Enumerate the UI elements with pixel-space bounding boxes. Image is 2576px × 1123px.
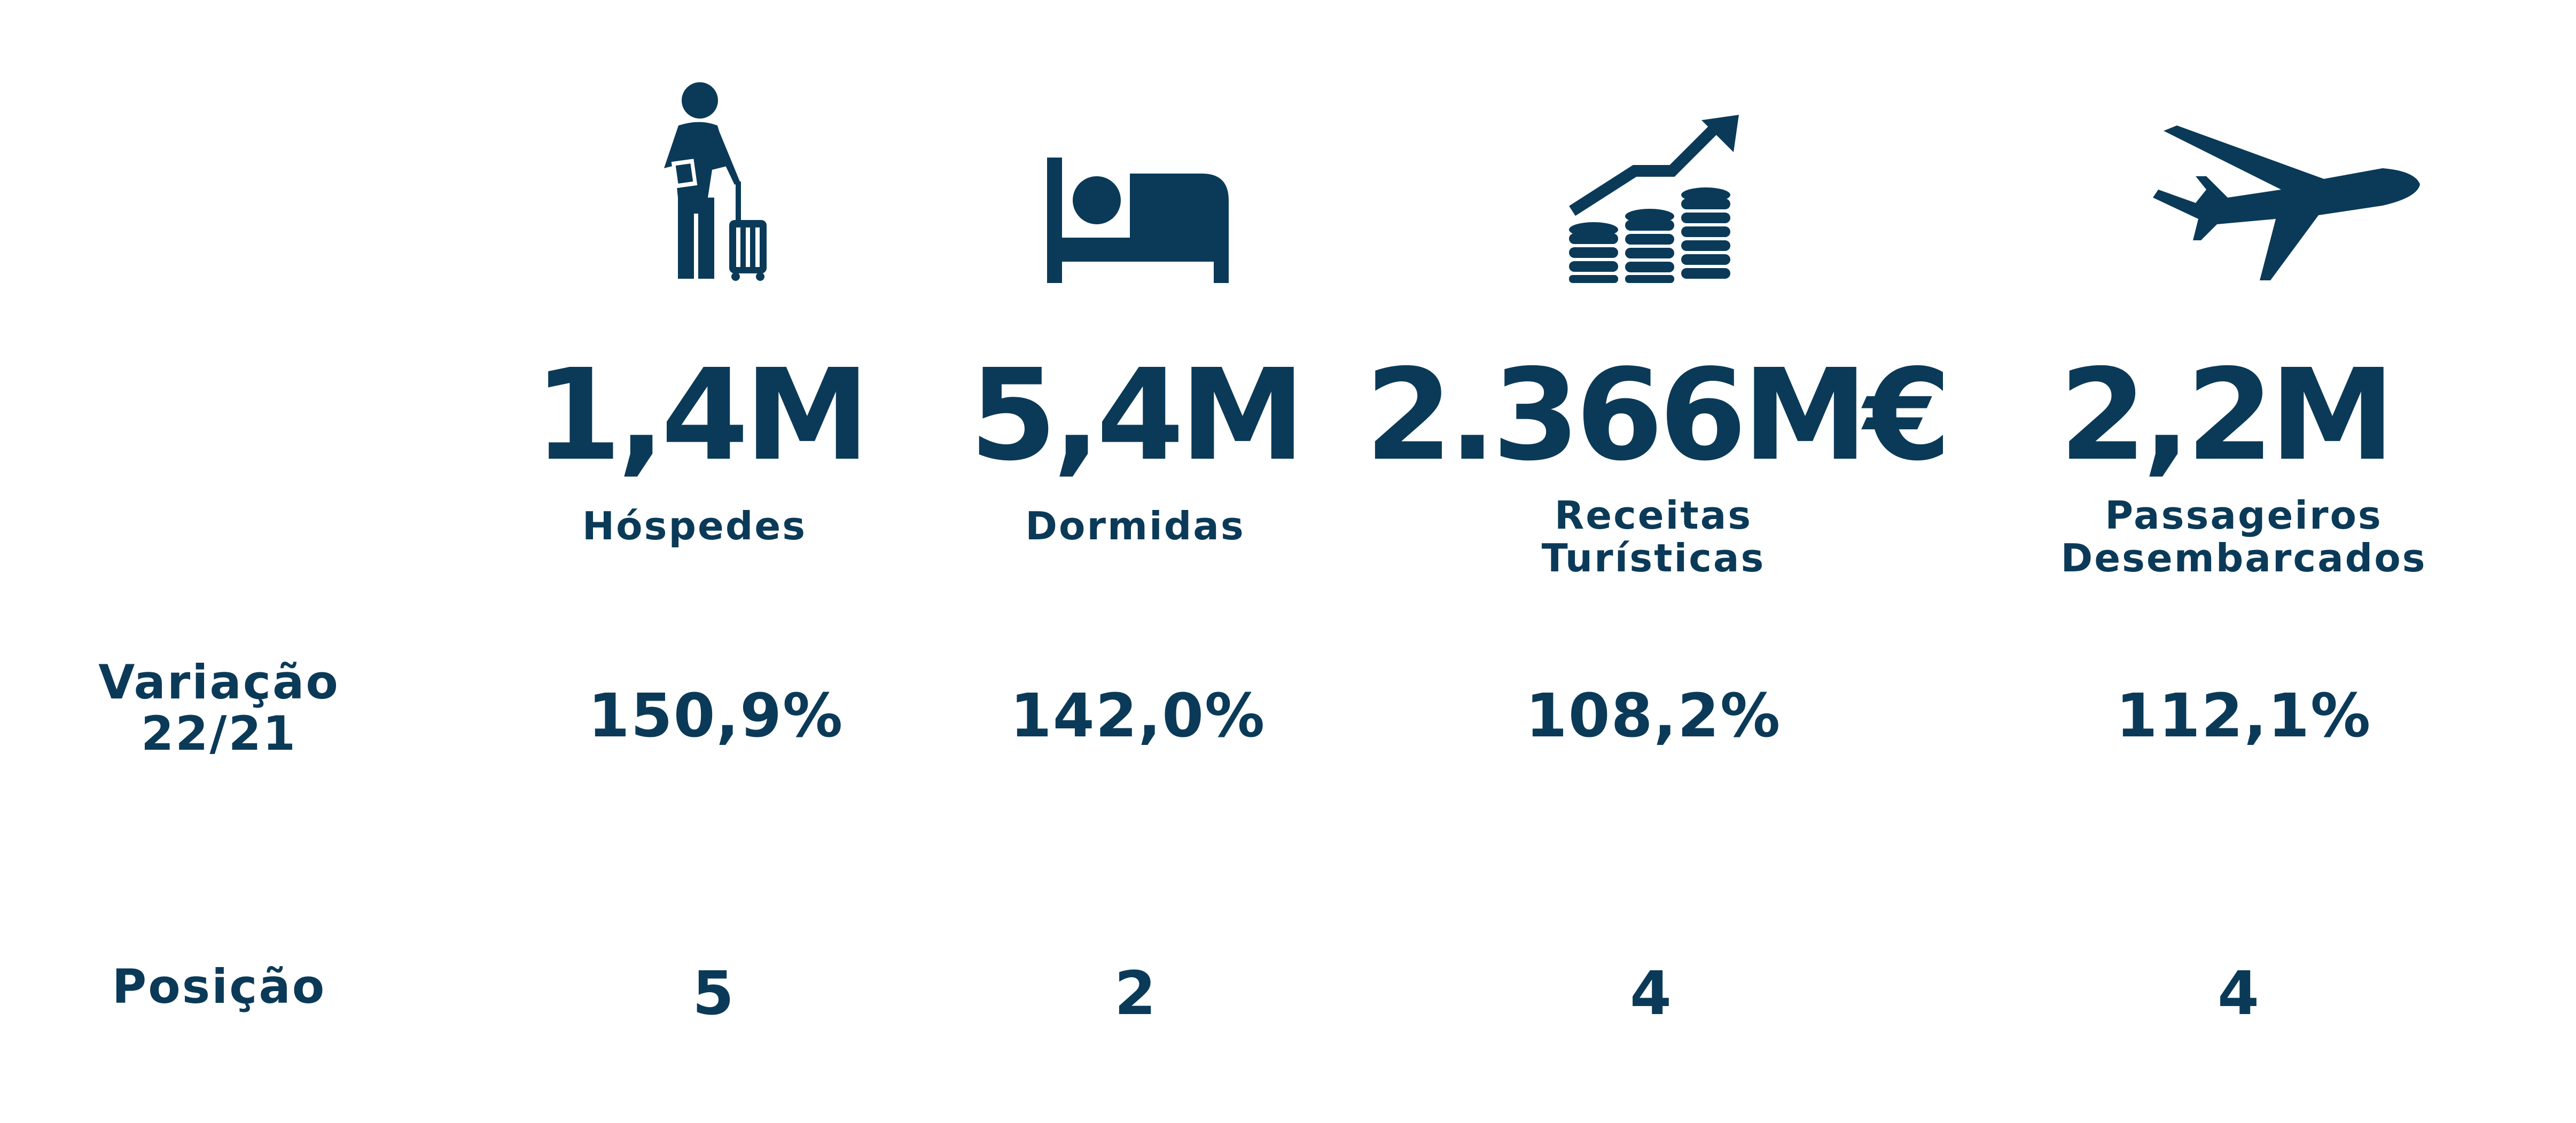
position-row-label: Posição	[112, 959, 326, 1014]
variation-value-receitas: 108,2%	[1525, 681, 1782, 751]
revenue-coins-icon	[1568, 115, 1750, 283]
position-value-dormidas: 2	[1114, 959, 1156, 1028]
position-value-hospedes: 5	[692, 959, 734, 1028]
metric-value-receitas: 2.366M€	[1365, 342, 1951, 489]
metric-value-passageiros: 2,2M	[2059, 342, 2395, 489]
metric-label-receitas: Receitas Turísticas	[1541, 493, 1766, 580]
airplane-icon	[2148, 125, 2425, 286]
position-value-receitas: 4	[1630, 959, 1672, 1028]
metric-label-passageiros: Passageiros Desembarcados	[2060, 493, 2427, 580]
variation-value-dormidas: 142,0%	[1010, 681, 1266, 751]
metric-label-hospedes: Hóspedes	[582, 504, 807, 548]
variation-value-hospedes: 150,9%	[588, 681, 844, 751]
traveler-luggage-icon	[649, 80, 772, 283]
position-value-passageiros: 4	[2218, 959, 2259, 1028]
bed-icon	[1047, 158, 1234, 283]
metric-value-dormidas: 5,4M	[969, 342, 1306, 489]
variation-row-label: Variação 22/21	[98, 655, 340, 761]
variation-value-passageiros: 112,1%	[2116, 681, 2372, 751]
metric-label-dormidas: Dormidas	[1025, 504, 1245, 548]
metric-value-hospedes: 1,4M	[534, 342, 870, 489]
